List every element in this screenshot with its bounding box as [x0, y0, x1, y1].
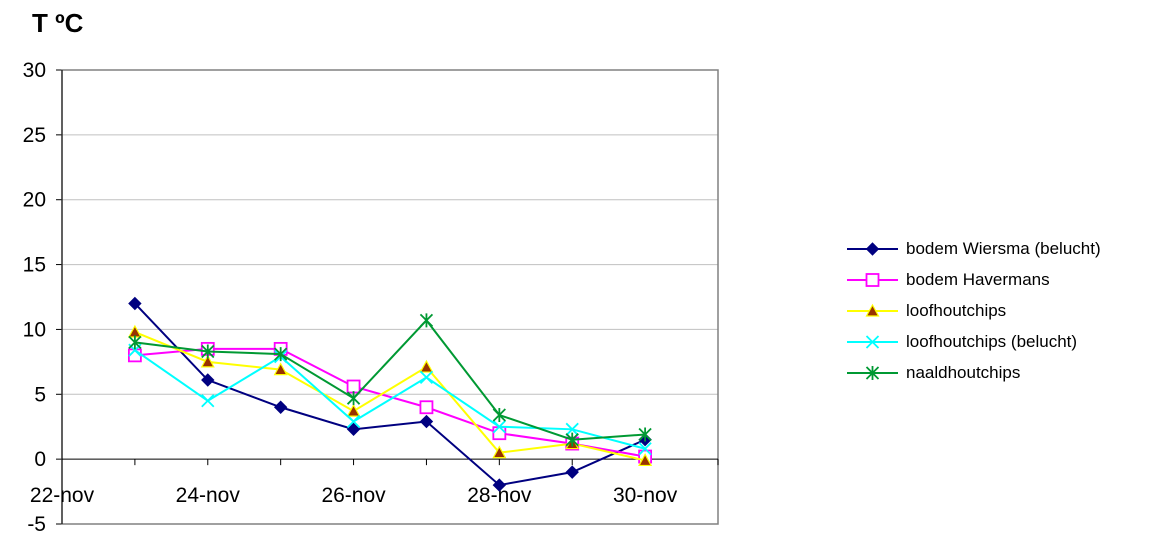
data-point — [346, 422, 361, 437]
data-point — [419, 400, 434, 415]
data-point — [346, 414, 361, 429]
data-point — [492, 445, 507, 459]
data-point — [638, 453, 653, 467]
data-point — [419, 359, 434, 373]
legend-item: bodem Havermans — [845, 264, 1101, 295]
series-line — [134, 347, 646, 458]
legend-item: loofhoutchips (belucht) — [845, 326, 1101, 357]
data-point — [638, 427, 652, 442]
data-point — [201, 394, 215, 408]
data-point — [201, 373, 215, 387]
series-line — [134, 302, 646, 487]
legend-label: naaldhoutchips — [906, 362, 1021, 382]
series-lines — [127, 296, 653, 492]
y-axis-title: T ºC — [32, 8, 84, 38]
legend-label: loofhoutchips (belucht) — [906, 331, 1078, 351]
data-point — [346, 379, 361, 394]
data-point — [273, 362, 288, 376]
y-tick-label: -5 — [27, 513, 46, 536]
data-point — [565, 465, 579, 479]
data-point — [346, 403, 361, 417]
x-tick-label: 28-nov — [467, 484, 532, 507]
data-point — [274, 347, 288, 362]
y-tick-label: 30 — [23, 59, 46, 82]
y-tick-label: 0 — [34, 448, 46, 471]
data-point — [346, 391, 361, 406]
data-point — [273, 400, 288, 414]
legend-item: loofhoutchips — [845, 295, 1101, 326]
data-point — [565, 422, 579, 436]
axes: -5 0 5 10 15 20 25 30 22-nov 24-nov 26-nov 28-nov 30… — [23, 59, 719, 536]
data-point — [492, 408, 506, 423]
data-point — [419, 370, 434, 385]
x-tick-label: 30-nov — [613, 484, 678, 507]
data-point — [201, 344, 215, 359]
legend-item: bodem Wiersma (belucht) — [845, 233, 1101, 264]
x-tick-label: 24-nov — [176, 484, 241, 507]
legend-item: naaldhoutchips — [845, 357, 1101, 388]
legend-swatch — [847, 241, 898, 256]
legend-label: bodem Havermans — [906, 269, 1050, 289]
data-point — [492, 426, 507, 441]
series-line — [134, 331, 646, 462]
x-tick-label: 22-nov — [30, 484, 95, 507]
data-point — [492, 420, 506, 434]
legend: bodem Wiersma (belucht) bodem Havermans lo… — [845, 233, 1101, 388]
series-4 — [128, 313, 652, 447]
data-point — [492, 478, 507, 492]
data-point — [638, 442, 652, 456]
data-point — [419, 414, 434, 429]
series-line — [134, 318, 646, 441]
data-point — [200, 354, 215, 368]
series-line — [134, 349, 646, 450]
y-tick-label: 5 — [34, 383, 46, 406]
y-tick-label: 25 — [23, 124, 46, 147]
data-point — [419, 313, 434, 328]
x-tick-label: 26-nov — [321, 484, 386, 507]
legend-label: bodem Wiersma (belucht) — [906, 238, 1101, 258]
data-point — [127, 324, 142, 338]
data-point — [565, 432, 579, 447]
y-tick-label: 20 — [23, 189, 46, 212]
legend-label: loofhoutchips — [906, 300, 1007, 320]
legend-swatch — [847, 334, 898, 349]
data-point — [128, 335, 142, 350]
y-tick-label: 15 — [23, 254, 46, 277]
y-tick-label: 10 — [23, 318, 46, 341]
plot-frame — [61, 69, 719, 525]
legend-swatch — [847, 272, 898, 287]
data-point — [128, 296, 142, 311]
legend-swatch — [847, 303, 898, 317]
legend-swatch — [847, 365, 898, 380]
